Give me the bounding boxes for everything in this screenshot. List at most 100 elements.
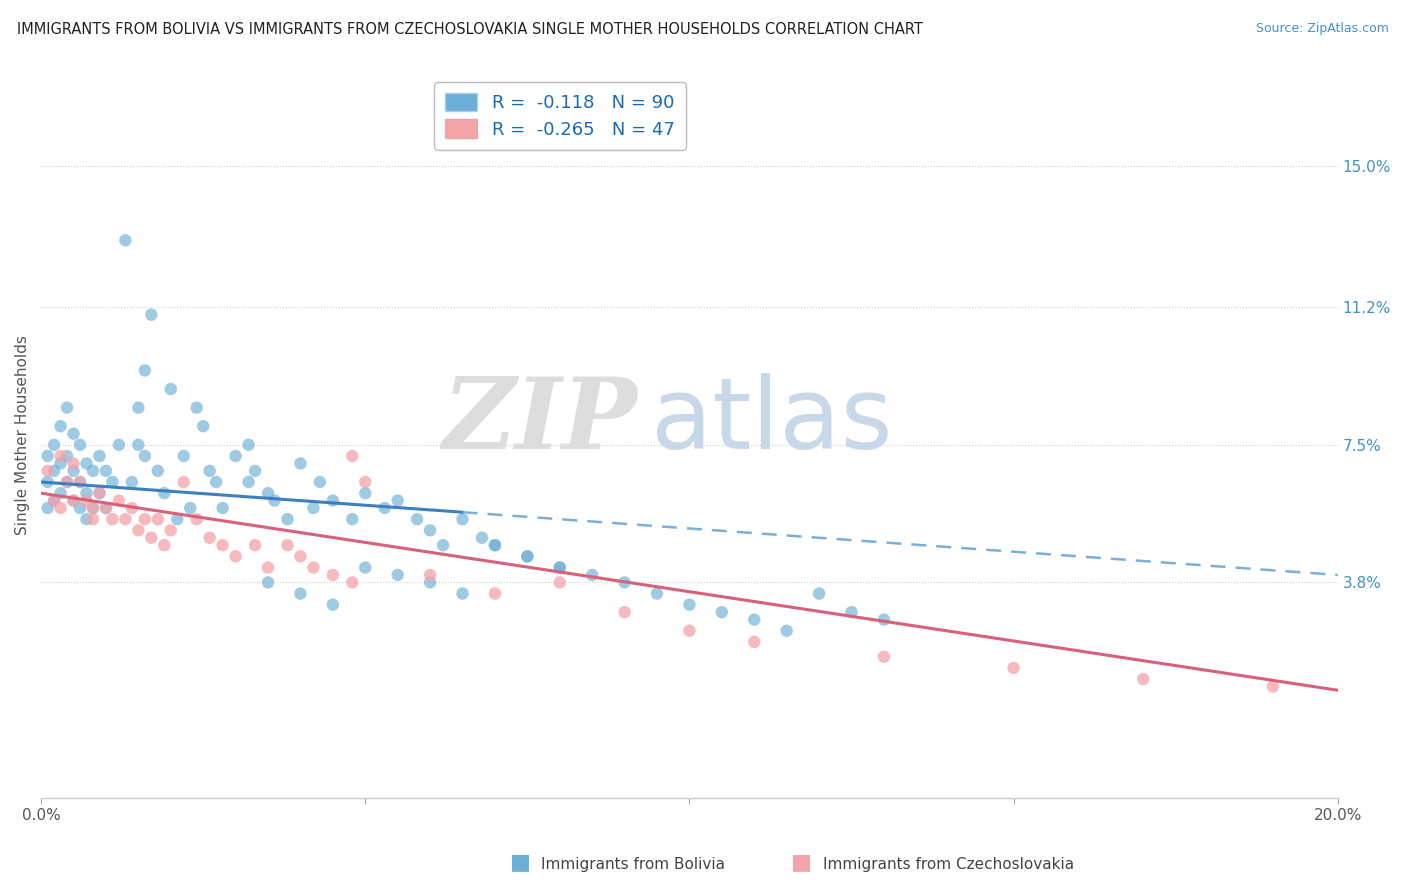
Point: [42, 493, 65, 508]
Point: [94, 464, 117, 478]
Point: [516, 549, 538, 564]
Point: [406, 512, 429, 526]
Point: [193, 419, 215, 434]
Point: [873, 649, 896, 664]
Point: [841, 605, 863, 619]
Point: [76, 493, 98, 508]
Point: [166, 512, 188, 526]
Point: [451, 512, 474, 526]
Point: [56, 475, 79, 489]
Point: [776, 624, 799, 638]
Point: [243, 464, 266, 478]
Point: [419, 524, 441, 538]
Point: [108, 438, 131, 452]
Point: [101, 512, 124, 526]
Point: [1261, 680, 1284, 694]
Point: [354, 475, 377, 489]
Point: [516, 549, 538, 564]
Point: [37, 475, 59, 489]
Point: [49, 419, 72, 434]
Point: [76, 457, 98, 471]
Point: [49, 457, 72, 471]
Point: [484, 586, 506, 600]
Point: [127, 401, 149, 415]
Point: [173, 475, 195, 489]
Point: [159, 524, 181, 538]
Point: [121, 501, 143, 516]
Point: [211, 501, 233, 516]
Point: [205, 475, 228, 489]
Text: Source: ZipAtlas.com: Source: ZipAtlas.com: [1256, 22, 1389, 36]
Point: [276, 538, 298, 552]
Point: [342, 512, 364, 526]
Point: [76, 512, 98, 526]
Point: [153, 538, 176, 552]
Point: [62, 493, 84, 508]
Point: [114, 512, 136, 526]
Point: [354, 486, 377, 500]
Point: [613, 575, 636, 590]
Point: [56, 475, 79, 489]
Point: [645, 586, 668, 600]
Point: [121, 475, 143, 489]
Point: [69, 438, 91, 452]
Point: [322, 568, 344, 582]
Text: ■: ■: [792, 853, 811, 872]
Point: [257, 575, 280, 590]
Point: [42, 493, 65, 508]
Point: [141, 308, 163, 322]
Point: [742, 613, 765, 627]
Point: [127, 524, 149, 538]
Point: [290, 549, 312, 564]
Point: [374, 501, 396, 516]
Point: [56, 449, 79, 463]
Point: [263, 493, 285, 508]
Point: [62, 493, 84, 508]
Point: [548, 560, 571, 574]
Point: [387, 493, 409, 508]
Point: [42, 438, 65, 452]
Point: [146, 512, 169, 526]
Point: [1132, 672, 1154, 686]
Point: [290, 586, 312, 600]
Point: [134, 449, 156, 463]
Point: [89, 486, 111, 500]
Point: [37, 501, 59, 516]
Text: atlas: atlas: [651, 373, 893, 469]
Point: [322, 493, 344, 508]
Point: [69, 475, 91, 489]
Point: [114, 233, 136, 247]
Point: [89, 486, 111, 500]
Text: IMMIGRANTS FROM BOLIVIA VS IMMIGRANTS FROM CZECHOSLOVAKIA SINGLE MOTHER HOUSEHOL: IMMIGRANTS FROM BOLIVIA VS IMMIGRANTS FR…: [17, 22, 922, 37]
Point: [37, 464, 59, 478]
Point: [873, 613, 896, 627]
Point: [678, 624, 700, 638]
Point: [134, 363, 156, 377]
Text: Immigrants from Czechoslovakia: Immigrants from Czechoslovakia: [823, 857, 1074, 872]
Point: [302, 501, 325, 516]
Point: [56, 401, 79, 415]
Point: [69, 475, 91, 489]
Point: [186, 401, 208, 415]
Point: [173, 449, 195, 463]
Point: [354, 560, 377, 574]
Point: [581, 568, 603, 582]
Point: [82, 501, 104, 516]
Point: [134, 512, 156, 526]
Point: [419, 568, 441, 582]
Point: [238, 438, 260, 452]
Point: [198, 531, 221, 545]
Point: [108, 493, 131, 508]
Point: [211, 538, 233, 552]
Point: [451, 586, 474, 600]
Point: [225, 549, 247, 564]
Point: [302, 560, 325, 574]
Point: [49, 449, 72, 463]
Point: [141, 531, 163, 545]
Point: [82, 512, 104, 526]
Point: [808, 586, 831, 600]
Point: [276, 512, 298, 526]
Point: [76, 486, 98, 500]
Point: [225, 449, 247, 463]
Point: [257, 486, 280, 500]
